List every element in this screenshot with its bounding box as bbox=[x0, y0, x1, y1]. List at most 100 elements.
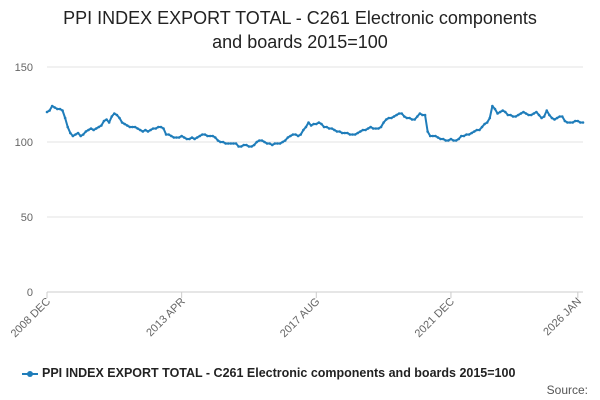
data-point[interactable] bbox=[125, 124, 129, 127]
data-point[interactable] bbox=[405, 116, 409, 120]
data-point[interactable] bbox=[384, 118, 388, 121]
data-point[interactable] bbox=[537, 113, 541, 117]
data-point[interactable] bbox=[346, 131, 349, 135]
data-point[interactable] bbox=[113, 112, 116, 115]
data-point[interactable] bbox=[278, 142, 282, 145]
data-point[interactable] bbox=[364, 128, 367, 132]
data-point[interactable] bbox=[74, 133, 77, 136]
data-point[interactable] bbox=[120, 121, 124, 124]
data-point[interactable] bbox=[348, 133, 352, 136]
data-point[interactable] bbox=[423, 113, 427, 117]
data-point[interactable] bbox=[576, 119, 580, 123]
data-point[interactable] bbox=[252, 143, 256, 147]
data-point[interactable] bbox=[460, 134, 463, 138]
data-point[interactable] bbox=[392, 115, 396, 118]
data-point[interactable] bbox=[97, 125, 101, 129]
data-point[interactable] bbox=[553, 118, 556, 121]
data-point[interactable] bbox=[53, 106, 57, 109]
data-point[interactable] bbox=[151, 127, 155, 130]
data-point[interactable] bbox=[571, 121, 574, 124]
data-point[interactable] bbox=[369, 125, 372, 129]
data-point[interactable] bbox=[89, 127, 93, 130]
data-point[interactable] bbox=[169, 134, 173, 138]
data-point[interactable] bbox=[320, 122, 323, 126]
data-point[interactable] bbox=[519, 112, 523, 115]
data-point[interactable] bbox=[465, 133, 468, 136]
data-point[interactable] bbox=[314, 122, 318, 126]
data-point[interactable] bbox=[216, 139, 220, 142]
data-point[interactable] bbox=[428, 134, 432, 138]
data-point[interactable] bbox=[560, 115, 564, 118]
data-point[interactable] bbox=[312, 122, 316, 126]
data-point[interactable] bbox=[136, 127, 139, 130]
data-point[interactable] bbox=[138, 128, 142, 132]
data-point[interactable] bbox=[81, 133, 85, 136]
data-point[interactable] bbox=[258, 139, 261, 142]
data-point[interactable] bbox=[527, 113, 530, 117]
data-point[interactable] bbox=[206, 134, 209, 138]
data-point[interactable] bbox=[283, 139, 287, 142]
data-point[interactable] bbox=[540, 116, 543, 120]
data-point[interactable] bbox=[69, 131, 72, 135]
data-point[interactable] bbox=[100, 124, 103, 127]
data-point[interactable] bbox=[87, 128, 90, 132]
data-point[interactable] bbox=[45, 110, 49, 114]
data-point[interactable] bbox=[317, 121, 321, 124]
data-point[interactable] bbox=[76, 131, 80, 135]
data-point[interactable] bbox=[221, 140, 225, 144]
data-point[interactable] bbox=[66, 125, 70, 129]
data-point[interactable] bbox=[273, 142, 277, 145]
data-point[interactable] bbox=[361, 128, 365, 132]
data-point[interactable] bbox=[566, 121, 569, 124]
data-point[interactable] bbox=[118, 116, 121, 120]
data-point[interactable] bbox=[426, 130, 429, 133]
data-point[interactable] bbox=[333, 128, 336, 132]
data-point[interactable] bbox=[56, 107, 59, 111]
data-point[interactable] bbox=[457, 137, 461, 141]
data-point[interactable] bbox=[485, 121, 489, 124]
data-point[interactable] bbox=[107, 121, 111, 124]
data-point[interactable] bbox=[563, 119, 567, 123]
data-point[interactable] bbox=[149, 128, 152, 132]
data-point[interactable] bbox=[229, 142, 233, 145]
data-point[interactable] bbox=[535, 110, 538, 114]
data-point[interactable] bbox=[387, 116, 391, 120]
data-point[interactable] bbox=[226, 142, 230, 145]
data-point[interactable] bbox=[444, 139, 448, 142]
data-point[interactable] bbox=[555, 116, 559, 120]
data-point[interactable] bbox=[366, 127, 370, 130]
data-point[interactable] bbox=[581, 121, 585, 124]
data-point[interactable] bbox=[529, 113, 533, 117]
data-point[interactable] bbox=[403, 115, 406, 118]
data-point[interactable] bbox=[371, 127, 375, 130]
data-point[interactable] bbox=[61, 109, 64, 112]
data-point[interactable] bbox=[452, 139, 455, 142]
data-point[interactable] bbox=[335, 130, 339, 133]
data-point[interactable] bbox=[545, 109, 549, 112]
data-point[interactable] bbox=[488, 116, 492, 120]
data-point[interactable] bbox=[511, 115, 515, 118]
data-point[interactable] bbox=[509, 113, 512, 117]
data-point[interactable] bbox=[94, 127, 98, 130]
data-point[interactable] bbox=[232, 142, 235, 145]
data-point[interactable] bbox=[439, 137, 442, 141]
data-point[interactable] bbox=[296, 134, 300, 138]
data-point[interactable] bbox=[410, 118, 414, 121]
data-point[interactable] bbox=[415, 115, 419, 118]
data-point[interactable] bbox=[359, 130, 362, 133]
data-point[interactable] bbox=[441, 137, 445, 141]
data-point[interactable] bbox=[496, 112, 499, 115]
data-point[interactable] bbox=[400, 112, 404, 115]
data-point[interactable] bbox=[154, 127, 158, 130]
data-point[interactable] bbox=[214, 136, 217, 139]
data-point[interactable] bbox=[268, 142, 271, 145]
data-point[interactable] bbox=[356, 131, 360, 135]
data-point[interactable] bbox=[304, 125, 308, 129]
data-point[interactable] bbox=[177, 136, 181, 139]
data-point[interactable] bbox=[71, 134, 75, 138]
data-point[interactable] bbox=[524, 112, 528, 115]
data-point[interactable] bbox=[377, 127, 380, 130]
data-point[interactable] bbox=[493, 107, 497, 111]
data-point[interactable] bbox=[58, 107, 62, 111]
data-point[interactable] bbox=[351, 133, 354, 136]
